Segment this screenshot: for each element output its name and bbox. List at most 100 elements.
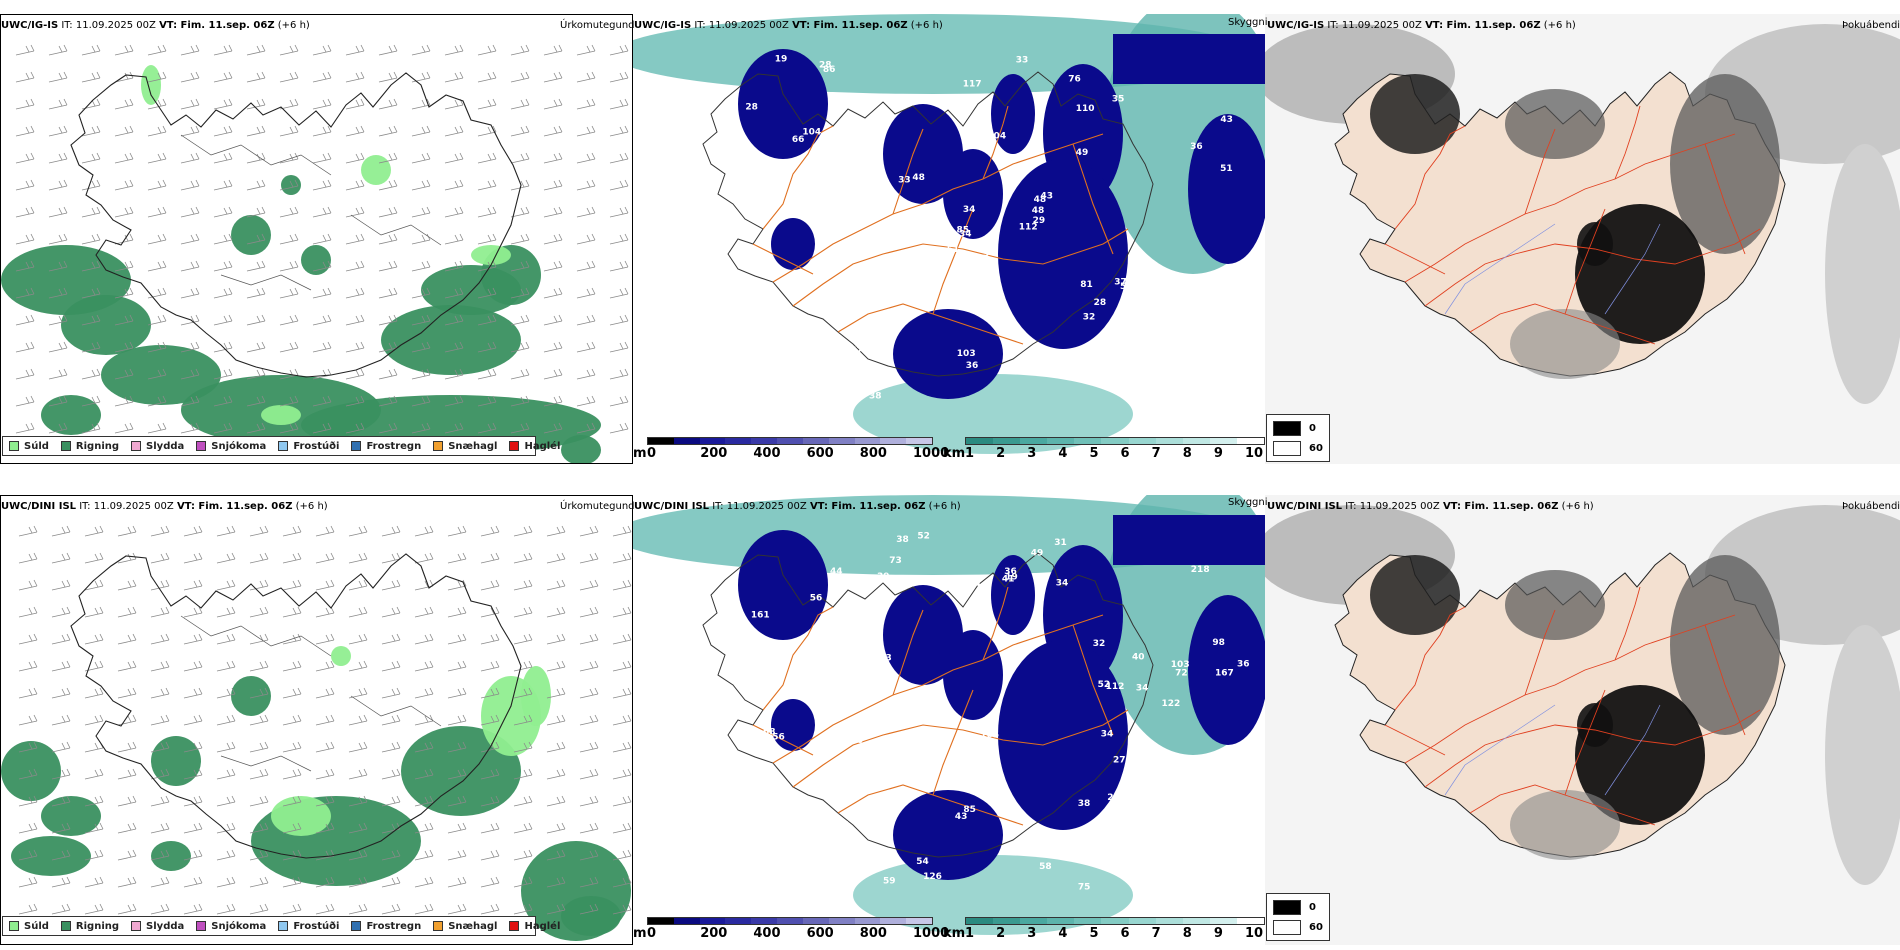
- wind-barb: [345, 395, 365, 407]
- colorbar-tick: 10: [1245, 926, 1264, 941]
- wind-barb: [447, 768, 467, 780]
- wind-barb: [150, 525, 170, 537]
- colorbar-tick: 4: [1058, 446, 1068, 461]
- vis-value-label: 35: [1112, 95, 1125, 105]
- wind-barb: [543, 98, 563, 110]
- wind-barb: [579, 768, 599, 780]
- wind-barb: [348, 525, 368, 537]
- wind-barb: [213, 395, 233, 407]
- wind-barb: [282, 795, 302, 807]
- wind-barb: [612, 552, 632, 564]
- rain-area: [231, 215, 271, 255]
- wind-barb: [414, 525, 434, 537]
- wind-barb: [180, 341, 200, 353]
- wind-barb: [510, 314, 530, 326]
- header-row2-precip: UWC/DINI ISL IT: 11.09.2025 00Z VT: Fim.…: [1, 501, 328, 512]
- panel-title-precip-row2: Úrkomutegund: [560, 501, 635, 512]
- wind-barb: [546, 687, 566, 699]
- wind-barb: [282, 687, 302, 699]
- road: [792, 228, 1129, 307]
- wind-barb: [246, 395, 266, 407]
- colorbar-tick: 1000: [913, 446, 950, 461]
- rain-area: [11, 836, 91, 876]
- wind-barb: [147, 422, 167, 434]
- vis-value-label: 36: [850, 736, 863, 746]
- legend-swatch: [433, 441, 444, 451]
- wind-barb: [312, 206, 332, 218]
- wind-barb: [213, 44, 233, 56]
- wind-barb: [579, 822, 599, 834]
- fog-legend-high: 60: [1309, 922, 1323, 933]
- vis-value-label: 36: [966, 361, 979, 371]
- wind-barb: [279, 341, 299, 353]
- wind-barb: [81, 314, 101, 326]
- wind-barb: [81, 71, 101, 83]
- wind-barb: [510, 125, 530, 137]
- wind-barb: [510, 395, 530, 407]
- wind-barb: [609, 98, 629, 110]
- valid-time: VT: Fim. 11.sep. 06Z: [1425, 20, 1541, 31]
- wind-barb: [150, 876, 170, 888]
- vis-value-label: 26: [801, 849, 814, 859]
- wind-barb: [477, 233, 497, 245]
- wind-barb: [282, 660, 302, 672]
- road: [752, 724, 814, 756]
- wind-barb: [513, 552, 533, 564]
- wind-barb: [510, 287, 530, 299]
- vis-value-label: 72: [878, 328, 891, 338]
- wind-barb: [81, 287, 101, 299]
- wind-barb: [543, 179, 563, 191]
- wind-barb: [477, 260, 497, 272]
- ceiling-area: [738, 49, 828, 159]
- wind-barb: [213, 260, 233, 272]
- wind-barb: [84, 768, 104, 780]
- wind-barb: [48, 341, 68, 353]
- legend-label: Snjókoma: [211, 440, 267, 452]
- panel-title-visibility-row1: Skyggni: [1228, 17, 1268, 28]
- wind-barb: [180, 179, 200, 191]
- vis-value-label: 56: [772, 733, 785, 743]
- wind-barb: [114, 152, 134, 164]
- wind-barb: [444, 287, 464, 299]
- wind-barb: [612, 687, 632, 699]
- vis-value-label: 98: [1212, 638, 1225, 648]
- wind-barb: [381, 714, 401, 726]
- legend-swatch: [351, 921, 362, 931]
- colorbar-step: [1209, 918, 1237, 924]
- wind-barb: [477, 368, 497, 380]
- colorbar-tick: 600: [806, 446, 834, 461]
- vis-value-label: 48: [1034, 195, 1047, 205]
- wind-barb: [51, 660, 71, 672]
- wind-barb: [150, 849, 170, 861]
- wind-barb: [51, 633, 71, 645]
- panel-title-precip-row1: Úrkomutegund: [560, 20, 635, 31]
- wind-barb: [117, 714, 137, 726]
- wind-barb: [378, 125, 398, 137]
- wind-barb: [312, 233, 332, 245]
- vis-value-label: 33: [1016, 56, 1029, 66]
- wind-barb: [546, 552, 566, 564]
- terrain-contours: [180, 134, 442, 291]
- wind-barb: [348, 687, 368, 699]
- wind-barb: [48, 44, 68, 56]
- valid-time: VT: Fim. 11.sep. 06Z: [1442, 501, 1559, 512]
- vis-value-label: 43: [1041, 192, 1054, 202]
- wind-barb: [279, 422, 299, 434]
- wind-barb: [315, 741, 335, 753]
- drizzle-area: [471, 245, 511, 265]
- high-fog-area: [1505, 570, 1605, 640]
- init-label: IT:: [712, 501, 724, 512]
- wind-barb: [213, 341, 233, 353]
- wind-barb: [84, 525, 104, 537]
- wind-barb: [282, 768, 302, 780]
- wind-barb: [213, 71, 233, 83]
- wind-barb: [480, 660, 500, 672]
- wind-barb: [246, 125, 266, 137]
- colorbar-step: [777, 438, 803, 444]
- road: [762, 606, 834, 711]
- rain-area: [151, 841, 191, 871]
- wind-barb: [216, 903, 236, 915]
- vis-value-label: 49: [1031, 549, 1044, 559]
- wind-barb: [345, 422, 365, 434]
- vis-value-label: 46: [871, 323, 884, 333]
